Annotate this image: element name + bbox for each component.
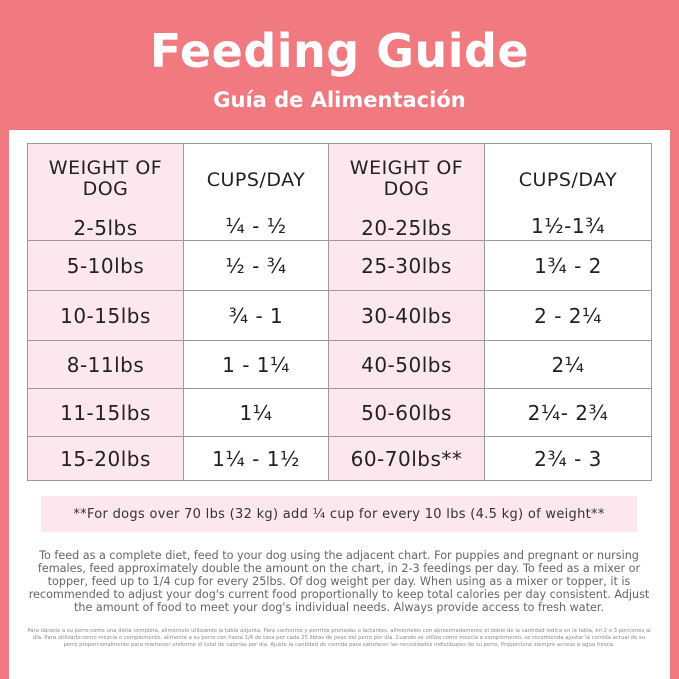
cups-cell: ½ - ¾ xyxy=(183,240,329,291)
cups-cell: CUPS/DAY ¼ - ½ xyxy=(183,143,329,241)
table-row: 8-11lbs 1 - 1¼ 40-50lbs 2¼ xyxy=(27,340,652,389)
weight-cell: 10-15lbs xyxy=(27,290,184,341)
cups-cell: 1¼ - 1½ xyxy=(183,436,329,481)
column-header: CUPS/DAY xyxy=(206,169,306,191)
weight-cell: 5-10lbs xyxy=(27,240,184,291)
cups-cell: CUPS/DAY 1½-1¾ xyxy=(484,143,652,241)
cups-value: 1½-1¾ xyxy=(531,214,605,238)
column-header: CUPS/DAY xyxy=(518,169,618,191)
weight-cell: 15-20lbs xyxy=(27,436,184,481)
table-row: 11-15lbs 1¼ 50-60lbs 2¼- 2¾ xyxy=(27,388,652,437)
feeding-instructions: To feed as a complete diet, feed to your… xyxy=(28,549,650,614)
cups-cell: 1¾ - 2 xyxy=(484,240,652,291)
weight-cell: WEIGHT OF DOG 2-5lbs xyxy=(27,143,184,241)
feeding-table: WEIGHT OF DOG 2-5lbs CUPS/DAY ¼ - ½ WEIG… xyxy=(27,143,652,481)
weight-cell: 25-30lbs xyxy=(328,240,485,291)
weight-cell: 50-60lbs xyxy=(328,388,485,437)
feeding-instructions-spanish: Para dárselo a su perro como una dieta c… xyxy=(27,628,651,648)
weight-cell: 8-11lbs xyxy=(27,340,184,389)
column-header: WEIGHT OF DOG xyxy=(48,157,163,200)
weight-cell: 30-40lbs xyxy=(328,290,485,341)
weight-cell: 60-70lbs** xyxy=(328,436,485,481)
cups-value: ¼ - ½ xyxy=(225,214,287,238)
table-row: 5-10lbs ½ - ¾ 25-30lbs 1¾ - 2 xyxy=(27,240,652,291)
cups-cell: 1 - 1¼ xyxy=(183,340,329,389)
weight-cell: 40-50lbs xyxy=(328,340,485,389)
page-title: Feeding Guide xyxy=(149,24,530,78)
header: Feeding Guide Guía de Alimentación xyxy=(0,0,679,130)
table-row: 15-20lbs 1¼ - 1½ 60-70lbs** 2¾ - 3 xyxy=(27,436,652,481)
large-dog-note: **For dogs over 70 lbs (32 kg) add ¼ cup… xyxy=(41,496,637,532)
page-subtitle: Guía de Alimentación xyxy=(213,88,466,112)
column-header: WEIGHT OF DOG xyxy=(349,157,464,200)
cups-cell: 2 - 2¼ xyxy=(484,290,652,341)
cups-cell: 2¾ - 3 xyxy=(484,436,652,481)
weight-value: 20-25lbs xyxy=(361,216,452,240)
weight-value: 2-5lbs xyxy=(73,216,138,240)
table-row: WEIGHT OF DOG 2-5lbs CUPS/DAY ¼ - ½ WEIG… xyxy=(27,143,652,241)
cups-cell: ¾ - 1 xyxy=(183,290,329,341)
content-panel: WEIGHT OF DOG 2-5lbs CUPS/DAY ¼ - ½ WEIG… xyxy=(9,130,670,679)
weight-cell: 11-15lbs xyxy=(27,388,184,437)
cups-cell: 2¼- 2¾ xyxy=(484,388,652,437)
weight-cell: WEIGHT OF DOG 20-25lbs xyxy=(328,143,485,241)
cups-cell: 1¼ xyxy=(183,388,329,437)
table-row: 10-15lbs ¾ - 1 30-40lbs 2 - 2¼ xyxy=(27,290,652,341)
cups-cell: 2¼ xyxy=(484,340,652,389)
